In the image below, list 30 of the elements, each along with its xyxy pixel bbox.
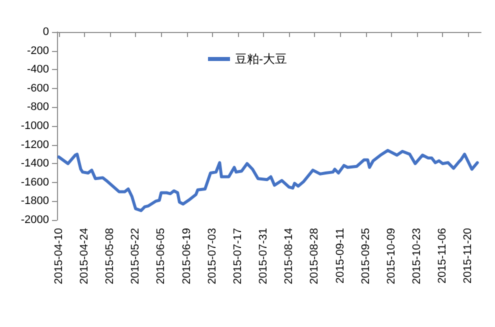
line-series <box>57 148 479 212</box>
x-tick-label: 2015-09-11 <box>334 228 346 284</box>
x-tick-label: 2015-04-24 <box>78 228 90 284</box>
x-tick-label: 2015-10-23 <box>411 228 424 284</box>
y-tick-label: -1400 <box>20 158 49 170</box>
x-tick-label: 2015-08-14 <box>283 228 296 284</box>
x-tick-label: 2015-05-08 <box>104 228 116 284</box>
x-tick-label: 2015-11-06 <box>436 228 449 284</box>
y-tick-label: -800 <box>26 101 49 114</box>
x-tick-label: 2015-10-09 <box>385 228 398 284</box>
x-tick-label: 2015-07-17 <box>232 228 244 284</box>
x-tick-label: 2015-07-31 <box>258 228 270 284</box>
y-tick-label: -2000 <box>20 214 49 226</box>
y-tick-label: 0 <box>42 26 49 38</box>
y-tick-label: -400 <box>26 64 49 76</box>
x-tick-label: 2015-07-03 <box>206 228 218 284</box>
x-tick-label: 2015-05-22 <box>130 228 142 284</box>
y-tick-label: -600 <box>26 82 49 94</box>
x-tick-label: 2015-04-10 <box>52 228 65 284</box>
y-tick-label: -200 <box>26 44 49 57</box>
y-tick-label: -1800 <box>20 195 49 208</box>
legend-label: 豆粕-大豆 <box>235 52 287 66</box>
x-tick-label: 2015-11-20 <box>462 228 474 284</box>
x-tick-label: 2015-06-05 <box>155 228 168 284</box>
x-tick-label: 2015-08-28 <box>308 228 321 284</box>
y-tick-label: -1600 <box>20 176 49 188</box>
y-tick-label: -1200 <box>20 138 49 151</box>
x-tick-label: 2015-06-19 <box>180 228 193 284</box>
x-tick-label: 2015-09-25 <box>360 228 372 284</box>
y-tick-label: -1000 <box>20 120 49 132</box>
